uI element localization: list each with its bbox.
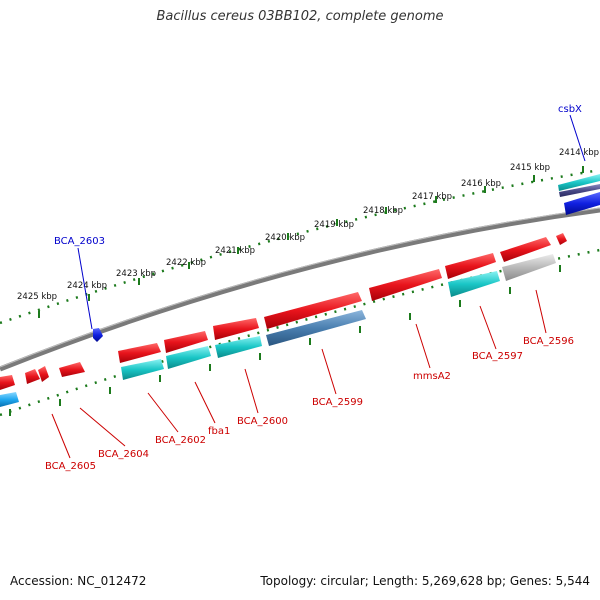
- inner-tick-scale: [0, 248, 600, 417]
- outer-tick-scale: 2414 kbp 2415 kbp 2416 kbp 2417 kbp 2418…: [0, 148, 600, 325]
- callout-BCA_2602: [147, 392, 179, 433]
- gene-arrow: [38, 366, 49, 382]
- callout-BCA_2603: [77, 247, 93, 330]
- tick-label-2417: 2417 kbp: [412, 192, 452, 202]
- topology-text: Topology: circular; Length: 5,269,628 bp…: [260, 574, 590, 588]
- callout-csbX: [569, 114, 586, 162]
- callout-BCA_2604: [79, 407, 126, 447]
- label-BCA_2604: BCA_2604: [98, 449, 149, 460]
- label-csbX: csbX: [558, 104, 582, 115]
- tick-label-2425: 2425 kbp: [17, 292, 57, 302]
- gene-arrow: [118, 343, 161, 363]
- forward-strand-genes: [0, 233, 567, 390]
- callout-BCA_2600: [244, 368, 259, 414]
- gene-arrow: [59, 362, 85, 377]
- gene-arrow: [121, 359, 164, 380]
- label-BCA_2597: BCA_2597: [472, 351, 523, 362]
- gene-arrow: [502, 254, 556, 281]
- tick-label-2424: 2424 kbp: [67, 281, 107, 291]
- callout-lines: [51, 114, 586, 459]
- callout-BCA_2599: [321, 348, 337, 395]
- gene-arrow: [166, 346, 211, 369]
- label-mmsA2: mmsA2: [413, 371, 451, 382]
- gene-arrow: [556, 233, 567, 245]
- reverse-strand-genes: [0, 174, 600, 407]
- label-BCA_2605: BCA_2605: [45, 461, 96, 472]
- gene-arrow: [0, 392, 19, 407]
- gene-labels: csbX BCA_2603 BCA_2605 BCA_2604 BCA_2602…: [45, 104, 582, 472]
- tick-label-2414: 2414 kbp: [559, 148, 599, 158]
- label-BCA_2596: BCA_2596: [523, 336, 574, 347]
- label-fba1: fba1: [208, 426, 230, 437]
- callout-BCA_2605: [51, 413, 71, 459]
- genome-backbone: [0, 207, 600, 372]
- label-BCA_2603: BCA_2603: [54, 236, 105, 247]
- callout-BCA_2596: [535, 289, 547, 334]
- label-BCA_2600: BCA_2600: [237, 416, 288, 427]
- gene-arrow: [448, 271, 500, 297]
- blue-feature: [564, 192, 600, 215]
- tick-label-2415: 2415 kbp: [510, 163, 550, 173]
- gene-arrow: [25, 369, 40, 384]
- gene-arrow: [215, 336, 262, 358]
- gene-arrow: [0, 375, 15, 390]
- gene-arrow: [266, 310, 366, 346]
- tick-label-2420: 2420 kbp: [265, 233, 305, 243]
- outer-tick-labels: 2414 kbp 2415 kbp 2416 kbp 2417 kbp 2418…: [17, 148, 599, 302]
- gene-arrow: [369, 269, 442, 301]
- callout-mmsA2: [415, 323, 431, 369]
- gene-arrow: [559, 184, 600, 197]
- tick-label-2422: 2422 kbp: [166, 258, 206, 268]
- accession-text: Accession: NC_012472: [10, 574, 147, 588]
- gene-arrow: [445, 253, 496, 279]
- callout-BCA_2597: [479, 305, 497, 350]
- outer-major-ticks: [38, 166, 584, 318]
- tick-label-2416: 2416 kbp: [461, 179, 501, 189]
- label-BCA_2602: BCA_2602: [155, 435, 206, 446]
- tick-label-2419: 2419 kbp: [314, 220, 354, 230]
- tick-label-2418: 2418 kbp: [363, 206, 403, 216]
- gene-arrow: [213, 318, 259, 340]
- gene-arrow: [558, 174, 600, 191]
- gene-arrow: [164, 331, 208, 353]
- gene-arrow: [500, 237, 551, 262]
- label-BCA_2599: BCA_2599: [312, 397, 363, 408]
- map-title: Bacillus cereus 03BB102, complete genome: [156, 9, 444, 24]
- tick-label-2423: 2423 kbp: [116, 269, 156, 279]
- callout-fba1: [194, 381, 216, 424]
- blue-feature: [93, 328, 103, 342]
- tick-label-2421: 2421 kbp: [215, 246, 255, 256]
- gene-arrow: [264, 292, 362, 329]
